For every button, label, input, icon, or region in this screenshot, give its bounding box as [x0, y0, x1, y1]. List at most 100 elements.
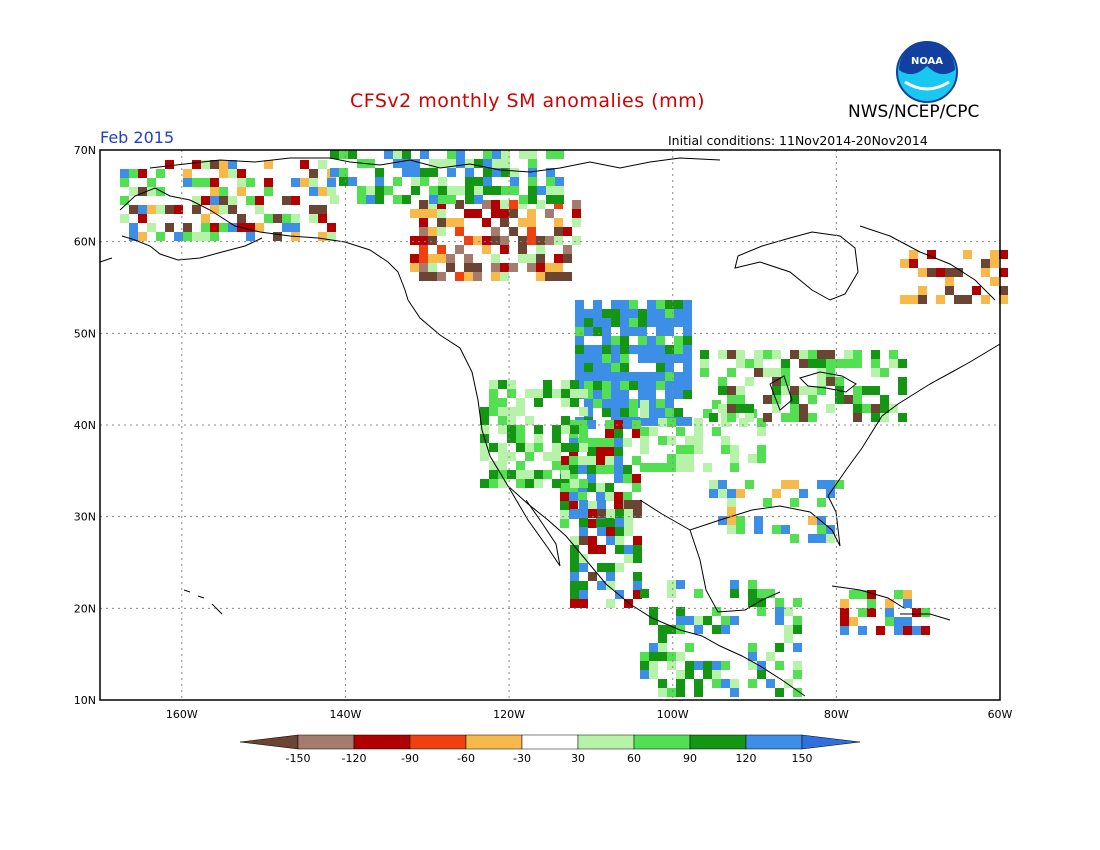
anomaly-cell: [147, 178, 156, 187]
anomaly-cell: [945, 277, 954, 286]
anomaly-cell: [579, 554, 588, 563]
anomaly-cell: [721, 679, 730, 688]
anomaly-cell: [615, 545, 624, 554]
anomaly-cell: [620, 408, 629, 417]
anomaly-cell: [569, 438, 578, 447]
anomaly-cell: [745, 377, 754, 386]
anomaly-cell: [587, 438, 596, 447]
anomaly-cell: [775, 688, 784, 697]
anomaly-cell: [674, 309, 683, 318]
anomaly-cell: [685, 661, 694, 670]
colorbar-label: -60: [457, 752, 475, 765]
anomaly-cell: [579, 581, 588, 590]
anomaly-cell: [507, 416, 516, 425]
anomaly-cell: [656, 372, 665, 381]
anomaly-cell: [602, 408, 611, 417]
anomaly-cell: [525, 443, 534, 452]
anomaly-cell: [419, 218, 428, 227]
anomaly-cell: [790, 480, 799, 489]
anomaly-cell: [772, 377, 781, 386]
anomaly-cell: [614, 492, 623, 501]
anomaly-cell: [597, 563, 606, 572]
anomaly-cell: [647, 309, 656, 318]
anomaly-cell: [500, 200, 509, 209]
anomaly-cell: [775, 616, 784, 625]
anomaly-cell: [772, 350, 781, 359]
anomaly-cell: [327, 187, 336, 196]
anomaly-cell: [624, 554, 633, 563]
lon-label: 140W: [330, 708, 362, 721]
anomaly-cell: [858, 608, 867, 617]
alaska-coast: [119, 187, 409, 301]
anomaly-cell: [410, 209, 419, 218]
anomaly-cell: [120, 169, 129, 178]
anomaly-cell: [647, 318, 656, 327]
anomaly-cell: [862, 386, 871, 395]
anomaly-cell: [228, 205, 237, 214]
anomaly-cell: [685, 463, 694, 472]
anomaly-cell: [730, 580, 739, 589]
anomaly-cell: [587, 501, 596, 510]
anomaly-cell: [665, 408, 674, 417]
anomaly-cell: [615, 527, 624, 536]
anomaly-cell: [465, 195, 474, 204]
anomaly-cell: [640, 436, 649, 445]
anomaly-cell: [438, 195, 447, 204]
anomaly-cell: [555, 186, 564, 195]
anomaly-cell: [575, 345, 584, 354]
anomaly-cell: [534, 425, 543, 434]
anomaly-cell: [665, 372, 674, 381]
anomaly-cell: [455, 200, 464, 209]
anomaly-cell: [507, 389, 516, 398]
anomaly-cell: [718, 516, 727, 525]
anomaly-cell: [694, 688, 703, 697]
anomaly-cell: [570, 572, 579, 581]
anomaly-cell: [629, 399, 638, 408]
noaa-logo: NOAA: [896, 41, 958, 103]
anomaly-cell: [500, 209, 509, 218]
anomaly-cell: [165, 160, 174, 169]
anomaly-cell: [491, 263, 500, 272]
anomaly-cell: [658, 625, 667, 634]
anomaly-cell: [527, 209, 536, 218]
anomaly-cell: [596, 483, 605, 492]
anomaly-cell: [429, 186, 438, 195]
anomaly-cell: [501, 159, 510, 168]
anomaly-cell: [528, 159, 537, 168]
anomaly-cell: [667, 625, 676, 634]
anomaly-cell: [572, 200, 581, 209]
anomaly-cell: [545, 236, 554, 245]
anomaly-cell: [569, 465, 578, 474]
anomaly-cell: [192, 160, 201, 169]
anomaly-cell: [656, 336, 665, 345]
anomaly-cell: [615, 509, 624, 518]
anomaly-cell: [219, 223, 228, 232]
anomaly-cell: [683, 318, 692, 327]
anomaly-cell: [419, 254, 428, 263]
anomaly-cell: [489, 470, 498, 479]
anomaly-cell: [606, 536, 615, 545]
lat-label: 70N: [74, 144, 96, 157]
anomaly-cell: [246, 223, 255, 232]
anomaly-cell: [587, 420, 596, 429]
anomaly-cell: [885, 608, 894, 617]
anomaly-cell: [799, 359, 808, 368]
anomaly-cell: [927, 268, 936, 277]
anomaly-cell: [799, 489, 808, 498]
lon-label: 100W: [657, 708, 689, 721]
anomaly-cell: [656, 354, 665, 363]
anomaly-cell: [528, 195, 537, 204]
anomaly-cell: [579, 389, 588, 398]
anomaly-cell: [633, 536, 642, 545]
anomaly-cell: [438, 159, 447, 168]
great-lakes: [769, 371, 857, 411]
anomaly-cell: [492, 186, 501, 195]
anomaly-cell: [736, 525, 745, 534]
anomaly-cell: [174, 205, 183, 214]
anomaly-cell: [593, 354, 602, 363]
anomaly-cell: [480, 407, 489, 416]
anomaly-cell: [498, 425, 507, 434]
anomaly-cell: [578, 492, 587, 501]
anomaly-cell: [516, 479, 525, 488]
anomaly-cell: [885, 599, 894, 608]
